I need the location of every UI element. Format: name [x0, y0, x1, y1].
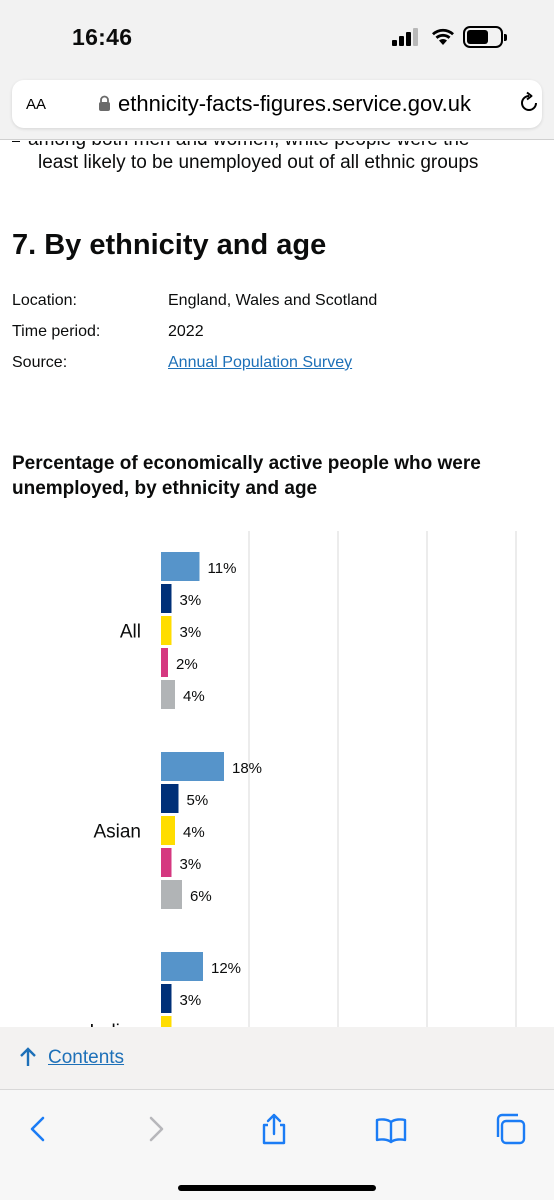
- url-text[interactable]: ethnicity-facts-figures.service.gov.uk: [118, 91, 471, 116]
- bar: [161, 552, 200, 581]
- signal-icon: [392, 28, 418, 46]
- tabs-icon[interactable]: [493, 1112, 527, 1146]
- bullet-text-clipped: among both men and women, white people w…: [28, 141, 470, 151]
- category-label: Indian: [89, 1022, 141, 1028]
- bar: [161, 848, 172, 877]
- bookmarks-icon[interactable]: [374, 1112, 408, 1146]
- bar-chart: All 11% 3% 3% 2% 4% Asian 18% 5% 4% 3% 6% Indian 12% 3…: [89, 531, 517, 1028]
- data-label: 3%: [180, 592, 202, 609]
- page-content: among both men and women, white people w…: [0, 141, 554, 1027]
- meta-label: Location:: [12, 292, 77, 309]
- category-label: Asian: [93, 822, 141, 843]
- section-title: 7. By ethnicity and age: [12, 229, 327, 261]
- lock-icon: [99, 95, 110, 111]
- bar: [161, 616, 172, 645]
- share-icon[interactable]: [257, 1112, 291, 1146]
- browser-address-area: AA ethnicity-facts-figures.service.gov.u…: [0, 80, 554, 140]
- bar: [161, 984, 172, 1013]
- reader-settings-button[interactable]: AA: [26, 96, 47, 113]
- data-label: 18%: [232, 760, 262, 777]
- browser-toolbar: [0, 1089, 554, 1200]
- status-time: 16:46: [72, 24, 133, 50]
- meta-value: 2022: [168, 323, 204, 340]
- address-bar[interactable]: AA ethnicity-facts-figures.service.gov.u…: [12, 80, 542, 128]
- arrow-up-icon[interactable]: [18, 1047, 38, 1067]
- data-label: 3%: [180, 992, 202, 1009]
- data-label: 12%: [211, 960, 241, 977]
- status-bar: 16:46: [0, 0, 554, 80]
- data-label: 3%: [180, 624, 202, 641]
- forward-icon[interactable]: [138, 1112, 172, 1146]
- data-label: 2%: [176, 656, 198, 673]
- bar: [161, 752, 224, 781]
- data-label: 4%: [183, 824, 205, 841]
- meta-label: Time period:: [12, 323, 101, 340]
- bar: [161, 816, 175, 845]
- bullet: [12, 141, 20, 142]
- data-label: 3%: [180, 1024, 202, 1027]
- bar: [161, 648, 168, 677]
- bar: [161, 880, 182, 909]
- contents-bar: Contents: [0, 1027, 554, 1089]
- bar: [161, 680, 175, 709]
- meta-value: England, Wales and Scotland: [168, 292, 378, 309]
- reload-icon[interactable]: [517, 91, 541, 115]
- contents-link[interactable]: Contents: [48, 1047, 125, 1068]
- category-label: All: [120, 622, 141, 643]
- battery-icon: [463, 26, 507, 48]
- meta-label: Source:: [12, 354, 68, 371]
- bar: [161, 584, 172, 613]
- bar: [161, 1016, 172, 1027]
- bar: [161, 784, 179, 813]
- data-label: 4%: [183, 688, 205, 705]
- data-label: 6%: [190, 888, 212, 905]
- back-icon[interactable]: [22, 1112, 56, 1146]
- chart-title: Percentage of economically active people…: [12, 453, 481, 499]
- data-label: 3%: [180, 856, 202, 873]
- bar: [161, 952, 203, 981]
- data-label: 5%: [187, 792, 209, 809]
- bullet-text: least likely to be unemployed out of all…: [38, 152, 479, 173]
- data-label: 11%: [208, 560, 237, 577]
- home-indicator: [178, 1185, 376, 1191]
- wifi-icon: [432, 28, 454, 45]
- source-link[interactable]: Annual Population Survey: [168, 354, 353, 371]
